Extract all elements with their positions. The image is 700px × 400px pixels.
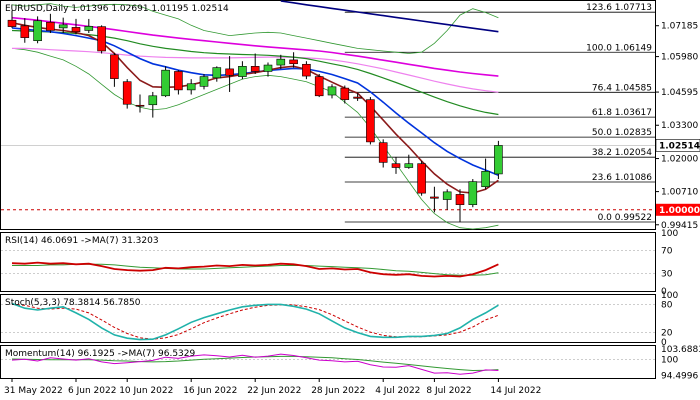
fib-label: 61.8 1.03617 <box>592 108 652 118</box>
price-axis-label: 1.03300 <box>661 121 698 131</box>
candle-bull <box>238 66 247 77</box>
momentum-plot-layer <box>1 353 655 375</box>
date-axis-label: 31 May 2022 <box>4 386 63 396</box>
candle-bull <box>199 76 209 87</box>
candle-bear <box>46 21 55 31</box>
rsi-axis-label: 0 <box>661 287 667 297</box>
fib-label: 0.0 0.99522 <box>598 213 652 223</box>
candle-bear <box>20 25 30 38</box>
candle-bull <box>276 58 286 66</box>
stoch-header: Stoch(5,3,3) 78.3814 56.7850 <box>5 298 141 308</box>
candle-bear <box>174 71 183 91</box>
price-axis-label: 0.99415 <box>661 221 698 231</box>
candle-bear <box>302 63 311 77</box>
parity-level-tag-label: 1.00000 <box>659 206 700 216</box>
candle-bear <box>417 163 426 194</box>
date-axis-label: 14 Jul 2022 <box>490 386 541 396</box>
main-header: EURUSD,Daily 1.01396 1.02691 1.01195 1.0… <box>5 4 229 14</box>
price-axis-label: 1.04595 <box>661 88 698 98</box>
candle-bull <box>58 24 68 29</box>
stoch-axis-label: 100 <box>661 291 678 301</box>
bollinger-lower <box>11 48 499 230</box>
fib-label: 76.4 1.04585 <box>592 83 652 93</box>
momentum-panel <box>0 345 656 379</box>
candle-bull <box>468 181 478 205</box>
stoch-main-line <box>11 302 499 341</box>
candle-bull <box>33 20 42 42</box>
fib-label: 50.0 1.02835 <box>592 128 652 138</box>
price-axis-label: 1.02000 <box>661 155 698 165</box>
candle-bull <box>327 86 337 96</box>
candle-bear <box>430 196 439 199</box>
candle-bear <box>340 87 350 100</box>
candle-bull <box>186 83 196 91</box>
candle-bull <box>404 163 414 168</box>
momentum-axis-label: 94.4996 <box>661 371 698 381</box>
rsi-header: RSI(14) 46.0691 ->MA(7) 31.3203 <box>5 236 159 246</box>
candle-bear <box>97 26 106 52</box>
candle-bull <box>148 95 158 106</box>
date-axis-label: 22 Jun 2022 <box>247 386 301 396</box>
momentum-axis-label: 103.6883 <box>661 345 700 355</box>
fib-label: 23.6 1.01086 <box>592 173 652 183</box>
stoch-axis-label: 20 <box>661 329 673 339</box>
momentum-axis-label: 100 <box>661 356 678 366</box>
date-axis-label: 6 Jun 2022 <box>68 386 116 396</box>
candle-bull <box>481 171 490 188</box>
candle-bear <box>353 96 362 99</box>
parity-level-tag <box>656 203 700 216</box>
candle-bear <box>122 81 132 105</box>
fib-label: 38.2 1.02054 <box>592 148 652 158</box>
stoch-axis-label: 0 <box>661 338 667 348</box>
candle-bull <box>161 69 170 97</box>
price-axis-label: 1.00710 <box>661 188 698 198</box>
price-axis-label: 1.07185 <box>661 22 698 32</box>
candle-bull <box>263 64 273 72</box>
fib-label: 100.0 1.06149 <box>586 43 652 53</box>
main-price-panel <box>0 0 656 230</box>
candle-bull <box>212 67 222 79</box>
main-plot-layer: 123.6 1.07713 100.0 1.06149 76.4 1.04585 61… <box>1 0 655 230</box>
momentum-line <box>11 353 499 375</box>
candle-bear <box>391 163 401 168</box>
candle-bull <box>84 26 94 31</box>
stoch-axis-label: 80 <box>661 300 673 310</box>
fib-label: 123.6 1.07713 <box>586 3 652 13</box>
rsi-axis-label: 30 <box>661 270 673 280</box>
candle-bear <box>289 59 298 65</box>
candle-bear <box>135 104 145 107</box>
date-axis-label: 4 Jul 2022 <box>375 386 420 396</box>
axis-layer: 1.07185 1.05980 1.04595 1.03300 1.02000 1.007… <box>4 22 700 396</box>
candle-bear <box>314 76 324 97</box>
candle-bear <box>71 27 81 33</box>
stoch-signal-line <box>11 303 499 340</box>
rsi-panel <box>0 232 656 292</box>
candle-bull <box>442 191 452 200</box>
candle-bear <box>455 194 465 205</box>
candle-bear <box>7 19 17 27</box>
candle-bear <box>110 54 119 79</box>
moving-average-navy <box>280 0 499 33</box>
candle-bear <box>250 66 260 72</box>
stoch-plot-layer <box>1 302 655 341</box>
candle-bear <box>225 68 234 76</box>
last-price-tag <box>655 139 700 152</box>
rsi-axis-label: 70 <box>661 246 673 256</box>
date-axis-label: 16 Jun 2022 <box>183 386 237 396</box>
date-axis-label: 28 Jun 2022 <box>311 386 365 396</box>
last-price-tag-label: 1.02514 <box>659 141 700 151</box>
price-axis-label: 1.05980 <box>661 53 698 63</box>
candle-bull <box>494 145 503 175</box>
rsi-line <box>11 261 499 278</box>
momentum-header: Momentum(14) 96.1925 ->MA(7) 96.5329 <box>5 349 196 359</box>
bollinger-upper <box>11 3 499 54</box>
date-axis-label: 8 Jul 2022 <box>426 386 471 396</box>
rsi-plot-layer <box>1 250 655 278</box>
candle-bear <box>378 142 388 163</box>
rsi-axis-label: 100 <box>661 229 678 239</box>
candle-bear <box>366 99 375 143</box>
date-axis-label: 10 Jun 2022 <box>119 386 173 396</box>
